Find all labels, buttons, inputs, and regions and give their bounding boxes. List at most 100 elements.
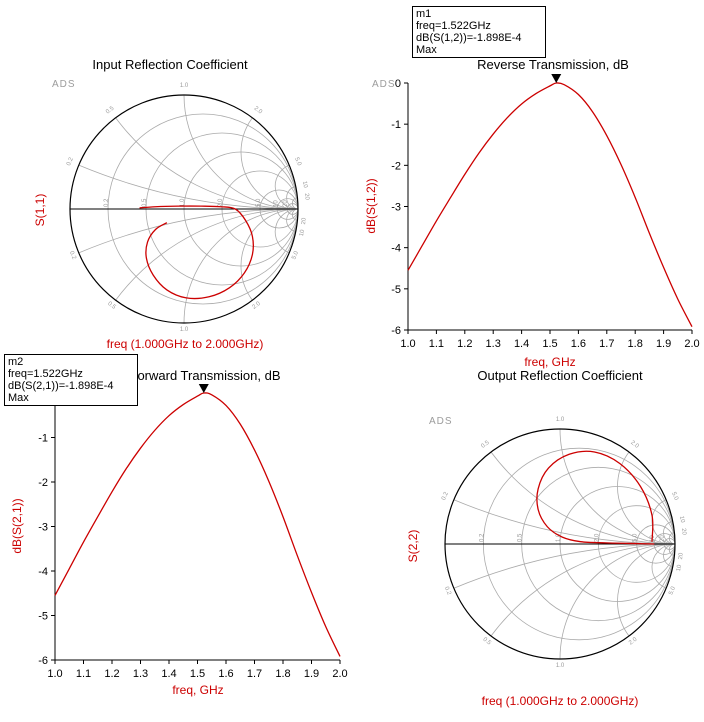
smith-x-label: 20 bbox=[303, 193, 310, 201]
marker-readout-m1[interactable]: m1 freq=1.522GHz dB(S(1,2))=-1.898E-4 Ma… bbox=[412, 6, 546, 58]
plot-axes bbox=[54, 393, 340, 661]
smith-r-label: 0.5 bbox=[518, 533, 524, 542]
x-tick-label: 1.7 bbox=[599, 338, 614, 350]
smith-x-label: 0.2 bbox=[441, 491, 450, 502]
y-tick-label: -1 bbox=[38, 433, 48, 445]
smith-x-label: 20 bbox=[301, 217, 308, 225]
x-tick-label: 1.9 bbox=[304, 668, 319, 680]
smith-x-label: 10 bbox=[676, 564, 683, 572]
smith-x-arc bbox=[453, 543, 676, 589]
plot-axes bbox=[407, 83, 692, 331]
smith-r-label: 0.2 bbox=[479, 533, 485, 542]
x-tick-label: 1.5 bbox=[542, 338, 557, 350]
smith-r-label: 2.0 bbox=[594, 533, 600, 542]
smith-x-label: 10 bbox=[299, 229, 306, 237]
smith-x-label: 10 bbox=[678, 516, 685, 524]
smith-x-label: 5.0 bbox=[670, 491, 679, 502]
smith-x-label: 1.0 bbox=[180, 83, 189, 89]
x-tick-label: 2.0 bbox=[332, 668, 347, 680]
y-tick-label: -6 bbox=[391, 325, 401, 337]
smith-x-arc bbox=[490, 543, 676, 637]
smith-x-arc bbox=[78, 208, 299, 254]
smith-x-label: 0.5 bbox=[105, 105, 116, 115]
x-tick-label: 1.3 bbox=[486, 338, 501, 350]
marker-readout-m2[interactable]: m2 freq=1.522GHz dB(S(2,1))=-1.898E-4 Ma… bbox=[4, 354, 138, 406]
y-axis-label-db-s12: dB(S(1,2)) bbox=[364, 178, 378, 234]
y-axis-label-db-s21: dB(S(2,1)) bbox=[10, 498, 24, 554]
y-axis-label-s11: S(1,1) bbox=[33, 193, 47, 227]
smith-x-arc bbox=[286, 208, 299, 232]
y-tick-label: -3 bbox=[391, 202, 401, 214]
smith-x-arc bbox=[183, 94, 299, 210]
x-axis-label-s11-sweep: freq (1.000GHz to 2.000GHz) bbox=[106, 337, 264, 351]
y-tick-label: -4 bbox=[391, 243, 401, 255]
smith-r-label: 0.2 bbox=[104, 198, 110, 207]
x-tick-label: 2.0 bbox=[684, 338, 699, 350]
smith-x-label: 2.0 bbox=[251, 300, 262, 310]
smith-x-arc bbox=[559, 428, 676, 545]
smith-r-label: 10 bbox=[650, 535, 656, 542]
smith-r-label: 0.5 bbox=[142, 198, 148, 207]
marker-m1-freq: freq=1.522GHz bbox=[416, 20, 491, 32]
smith-r-label: 1.0 bbox=[556, 533, 562, 542]
smith-x-label: 5.0 bbox=[668, 585, 677, 596]
ads-watermark: ADS bbox=[429, 416, 453, 427]
smith-x-label: 0.5 bbox=[106, 301, 117, 311]
smith-x-arc bbox=[115, 208, 299, 301]
marker-m2-kind: Max bbox=[8, 392, 29, 404]
y-tick-label: -1 bbox=[391, 119, 401, 131]
smith-x-label: 0.2 bbox=[68, 251, 77, 262]
smith-x-arc bbox=[559, 543, 676, 660]
smith-r-label: 5.0 bbox=[633, 533, 639, 542]
smith-x-label: 2.0 bbox=[629, 440, 640, 450]
x-tick-label: 1.4 bbox=[514, 338, 529, 350]
x-tick-label: 1.2 bbox=[457, 338, 472, 350]
marker-m1-value: dB(S(1,2))=-1.898E-4 bbox=[416, 32, 522, 44]
smith-r-label: 20 bbox=[283, 200, 289, 207]
smith-x-arc bbox=[663, 543, 676, 568]
y-tick-label: -5 bbox=[391, 284, 401, 296]
smith-x-arc bbox=[663, 520, 676, 545]
smith-x-arc bbox=[183, 208, 299, 324]
x-tick-label: 1.1 bbox=[76, 668, 91, 680]
marker-triangle-m1[interactable] bbox=[551, 74, 562, 84]
y-tick-label: -2 bbox=[391, 160, 401, 172]
smith-x-label: 20 bbox=[678, 552, 685, 560]
y-axis-label-s22: S(2,2) bbox=[406, 529, 420, 563]
x-axis-label-freq-ghz-bottom: freq, GHz bbox=[172, 683, 224, 697]
smith-x-arc bbox=[115, 117, 299, 210]
smith-x-arc bbox=[617, 543, 676, 637]
smith-x-label: 2.0 bbox=[253, 106, 264, 116]
smith-x-arc bbox=[490, 451, 676, 545]
smith-r-label: 20 bbox=[660, 535, 666, 542]
y-tick-label: -5 bbox=[38, 611, 48, 623]
x-tick-label: 1.3 bbox=[133, 668, 148, 680]
marker-m2-id: m2 bbox=[8, 356, 24, 368]
smith-x-arc bbox=[286, 186, 299, 210]
x-axis-label-freq-ghz-top: freq, GHz bbox=[524, 355, 576, 369]
marker-triangle-m2[interactable] bbox=[198, 384, 209, 394]
x-tick-label: 1.8 bbox=[628, 338, 643, 350]
y-tick-label: -4 bbox=[38, 566, 48, 578]
x-tick-label: 1.2 bbox=[104, 668, 119, 680]
y-tick-label: -3 bbox=[38, 522, 48, 534]
x-tick-label: 1.6 bbox=[571, 338, 586, 350]
smith-x-label: 1.0 bbox=[556, 417, 565, 423]
smith-x-arc bbox=[274, 208, 299, 254]
plot-title-input-reflection: Input Reflection Coefficient bbox=[92, 57, 248, 72]
smith-x-arc bbox=[240, 117, 299, 210]
trace-dB(S(2,1)) bbox=[54, 392, 341, 657]
smith-x-label: 5.0 bbox=[293, 157, 302, 168]
smith-r-label: 2.0 bbox=[218, 198, 224, 207]
x-tick-label: 1.9 bbox=[656, 338, 671, 350]
smith-x-arc bbox=[651, 543, 676, 589]
y-tick-label: -2 bbox=[38, 477, 48, 489]
marker-m1-kind: Max bbox=[416, 44, 437, 56]
smith-x-arc bbox=[240, 208, 299, 301]
smith-outer-circle bbox=[69, 94, 299, 324]
x-tick-label: 1.4 bbox=[161, 668, 176, 680]
smith-x-arc bbox=[274, 164, 299, 210]
trace-S(2,2) bbox=[536, 450, 655, 545]
smith-x-arc bbox=[617, 451, 676, 545]
